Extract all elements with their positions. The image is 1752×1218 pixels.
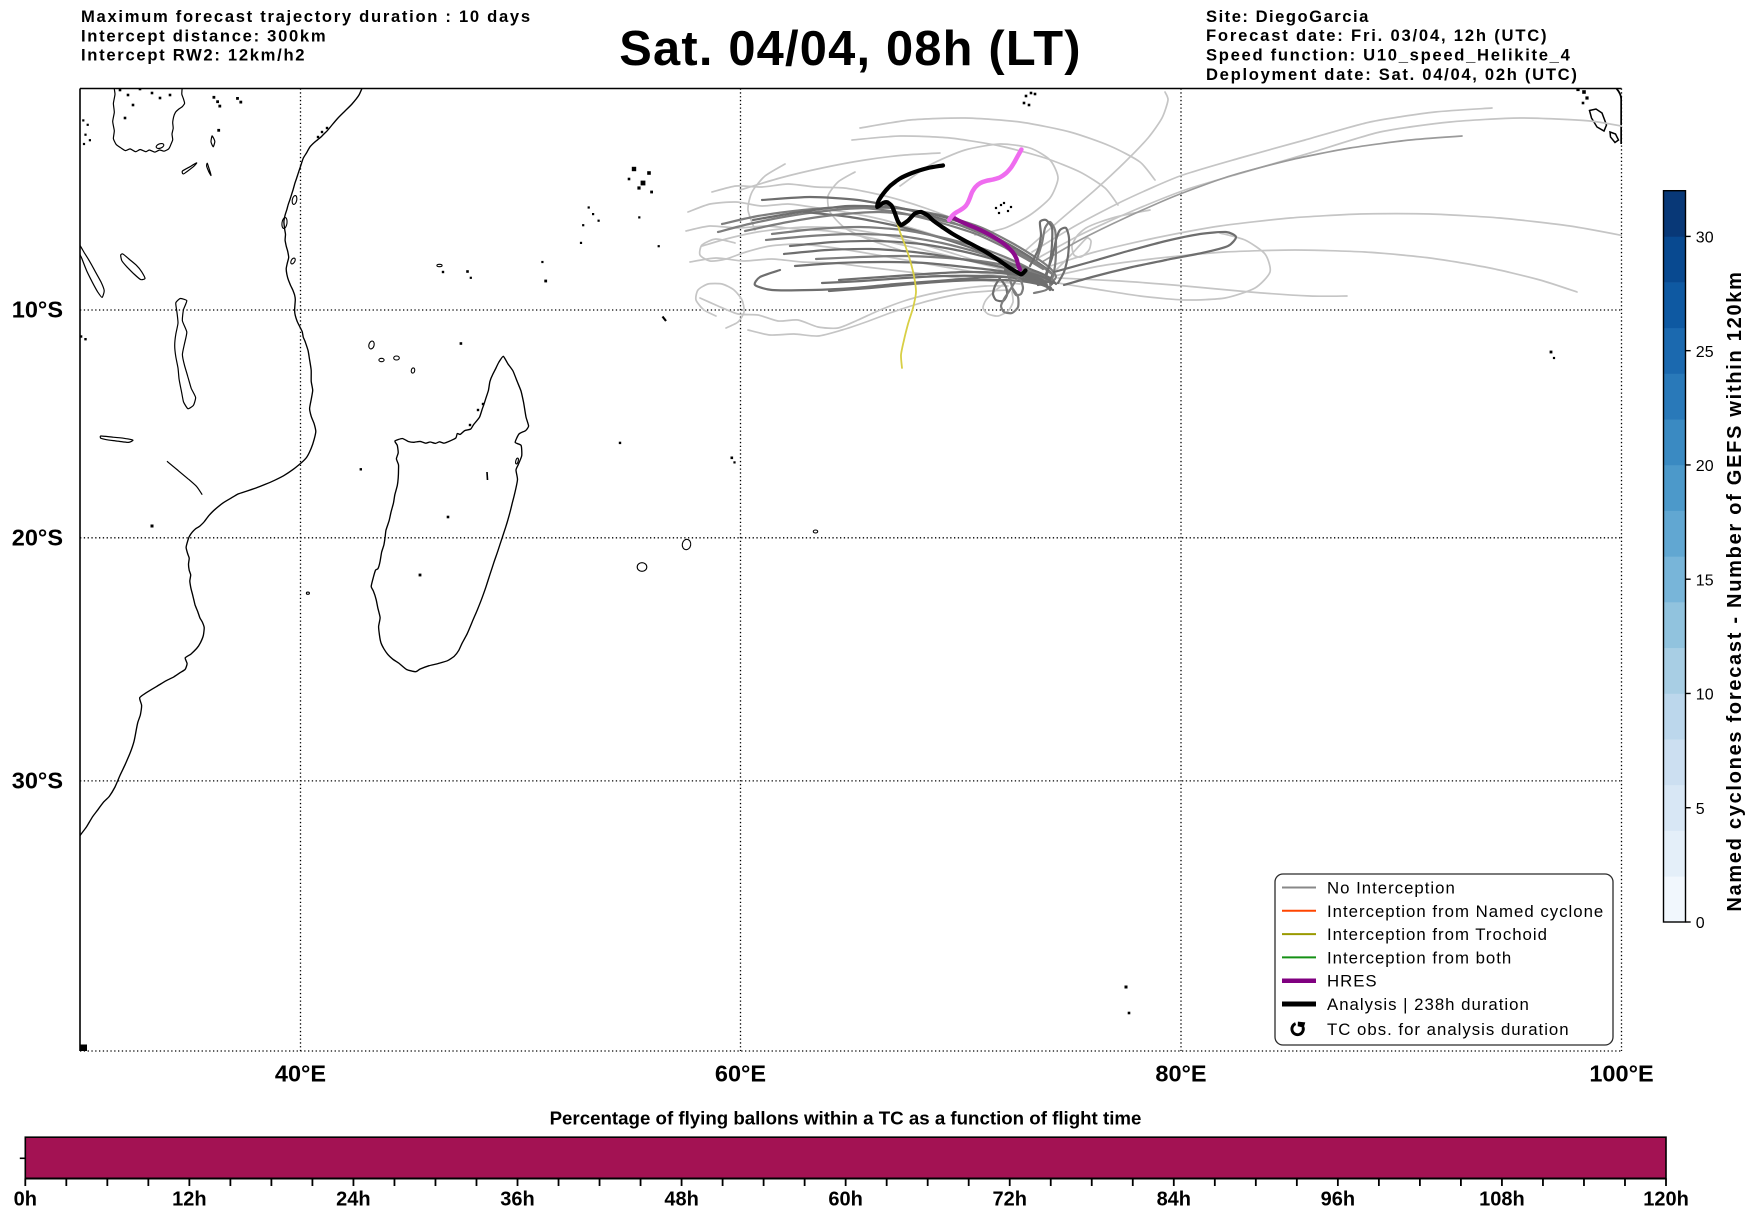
svg-text:Analysis | 238h duration: Analysis | 238h duration <box>1327 995 1530 1014</box>
svg-text:15: 15 <box>1696 572 1714 589</box>
svg-text:HRES: HRES <box>1327 972 1378 991</box>
svg-text:Named cyclones forecast - Numb: Named cyclones forecast - Number of GEFS… <box>1724 270 1746 911</box>
svg-text:30: 30 <box>1696 230 1714 247</box>
svg-text:0h: 0h <box>14 1188 37 1210</box>
svg-text:84h: 84h <box>1157 1188 1191 1210</box>
svg-text:20°S: 20°S <box>12 524 63 550</box>
svg-text:20: 20 <box>1696 458 1714 475</box>
svg-text:Deployment date: Sat. 04/04, 0: Deployment date: Sat. 04/04, 02h (UTC) <box>1206 65 1579 84</box>
svg-text:Interception from Trochoid: Interception from Trochoid <box>1327 925 1548 944</box>
svg-text:Site: DiegoGarcia: Site: DiegoGarcia <box>1206 7 1370 26</box>
svg-text:Intercept RW2: 12km/h2: Intercept RW2: 12km/h2 <box>81 46 306 65</box>
svg-text:24h: 24h <box>336 1188 370 1210</box>
svg-text:25: 25 <box>1696 344 1714 361</box>
svg-text:12h: 12h <box>172 1188 206 1210</box>
svg-text:Percentage of flying ballons w: Percentage of flying ballons within a TC… <box>550 1108 1142 1129</box>
svg-text:96h: 96h <box>1321 1188 1355 1210</box>
svg-text:Intercept distance: 300km: Intercept distance: 300km <box>81 26 327 45</box>
svg-text:60h: 60h <box>828 1188 862 1210</box>
svg-text:TC obs. for analysis duration: TC obs. for analysis duration <box>1327 1020 1570 1039</box>
svg-text:48h: 48h <box>664 1188 698 1210</box>
svg-text:10: 10 <box>1696 687 1714 704</box>
svg-text:Interception from both: Interception from both <box>1327 948 1512 967</box>
svg-text:Maximum forecast trajectory du: Maximum forecast trajectory duration : 1… <box>81 7 532 26</box>
svg-text:36h: 36h <box>500 1188 534 1210</box>
svg-text:30°S: 30°S <box>12 767 63 793</box>
svg-text:Forecast date: Fri. 03/04, 12h: Forecast date: Fri. 03/04, 12h (UTC) <box>1206 26 1548 45</box>
svg-text:80°E: 80°E <box>1155 1061 1206 1087</box>
svg-text:120h: 120h <box>1643 1188 1689 1210</box>
svg-text:Speed function: U10_speed_Heli: Speed function: U10_speed_Helikite_4 <box>1206 46 1572 65</box>
svg-text:No Interception: No Interception <box>1327 879 1456 898</box>
svg-text:Interception from Named cyclon: Interception from Named cyclone <box>1327 902 1604 921</box>
svg-text:10°S: 10°S <box>12 297 63 323</box>
svg-text:72h: 72h <box>992 1188 1026 1210</box>
svg-text:Sat. 04/04, 08h (LT): Sat. 04/04, 08h (LT) <box>619 22 1081 76</box>
svg-text:0: 0 <box>1696 915 1705 932</box>
svg-text:40°E: 40°E <box>275 1061 326 1087</box>
svg-text:60°E: 60°E <box>715 1061 766 1087</box>
svg-text:108h: 108h <box>1479 1188 1525 1210</box>
svg-text:5: 5 <box>1696 801 1705 818</box>
svg-text:100°E: 100°E <box>1589 1061 1653 1087</box>
